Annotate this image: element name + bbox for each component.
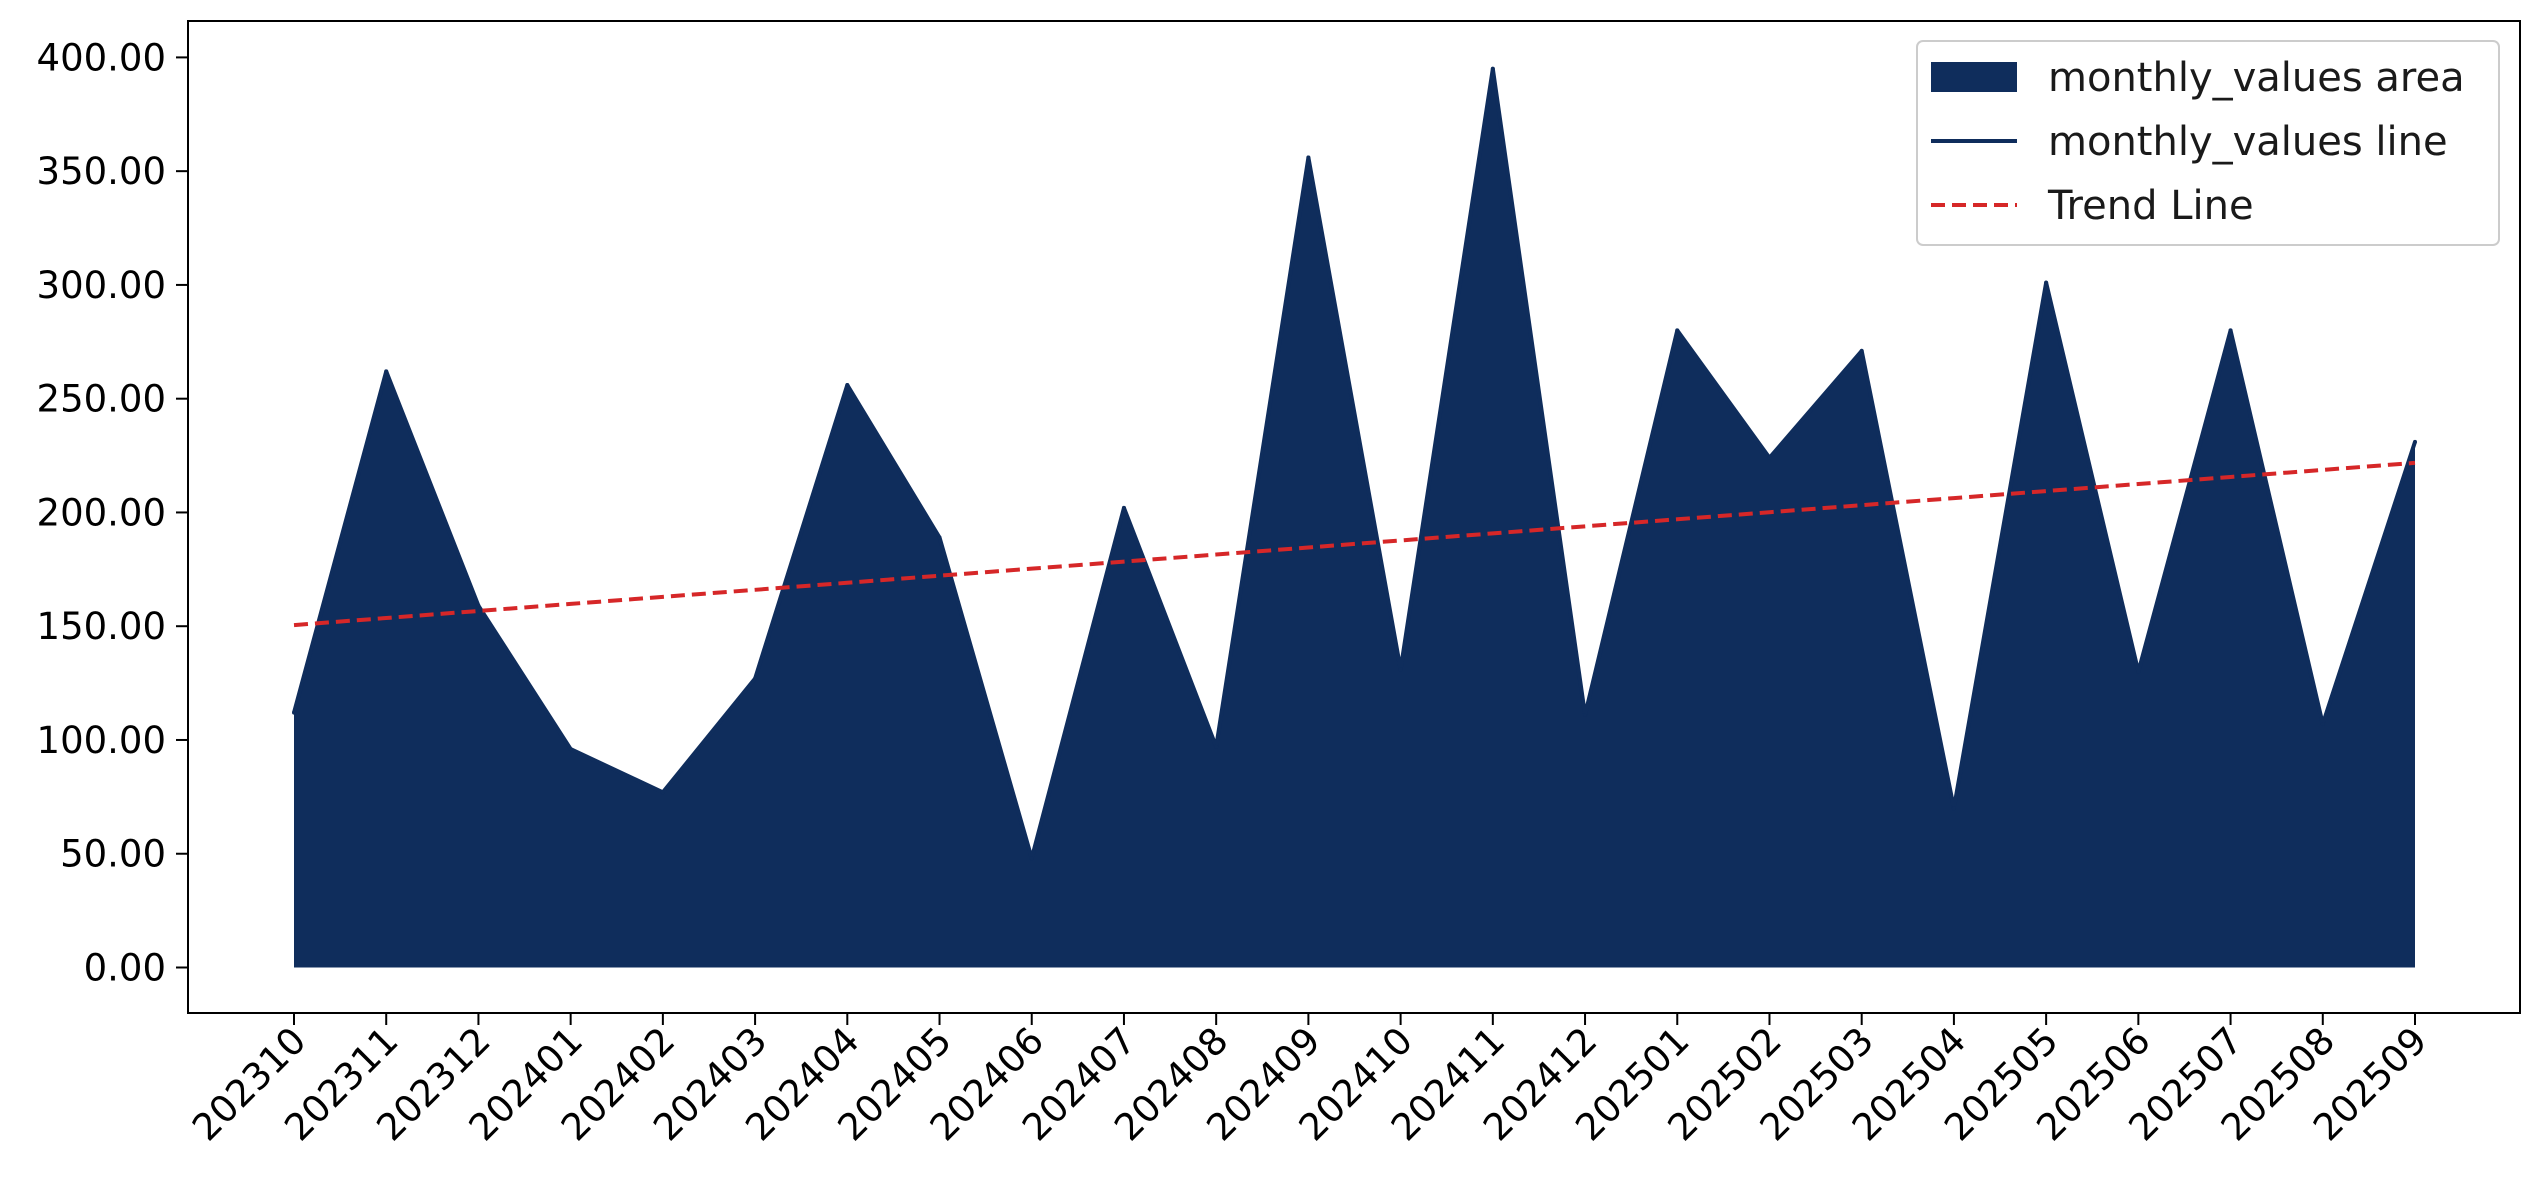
y-tick-label: 200.00 — [37, 491, 166, 534]
data-point — [1214, 744, 1219, 749]
data-point — [1767, 455, 1772, 460]
legend-label: Trend Line — [2047, 183, 2254, 229]
legend-label: monthly_values area — [2048, 55, 2465, 101]
legend: monthly_values area monthly_values line Tr… — [1916, 40, 2500, 246]
data-point — [2413, 439, 2417, 444]
data-point — [568, 747, 573, 752]
data-point — [384, 369, 389, 374]
data-point — [2136, 669, 2141, 674]
data-point — [1675, 328, 1680, 333]
plot-area — [292, 66, 2417, 968]
data-point — [1490, 66, 1495, 71]
data-point — [476, 603, 481, 608]
data-point — [845, 383, 850, 388]
y-tick-label: 400.00 — [37, 36, 166, 79]
data-point — [1029, 856, 1034, 861]
data-point — [2044, 280, 2049, 285]
data-point — [2228, 328, 2233, 333]
data-point — [660, 790, 665, 795]
data-point — [1859, 348, 1864, 353]
y-tick-label: 0.00 — [84, 946, 166, 989]
data-point — [753, 676, 758, 681]
data-point — [292, 710, 296, 715]
legend-label: monthly_values line — [2048, 119, 2448, 165]
y-tick-label: 350.00 — [37, 150, 166, 193]
data-point — [1306, 155, 1311, 160]
data-point — [2320, 722, 2325, 727]
y-tick-label: 250.00 — [37, 378, 166, 421]
y-axis: 0.00 50.00 100.00 150.00 200.00 250.00 300.00 3… — [37, 36, 188, 989]
data-point — [1121, 505, 1126, 510]
line-series — [292, 66, 2417, 861]
legend-swatch-area — [1931, 62, 2017, 92]
data-point — [1398, 667, 1403, 672]
y-tick-label: 100.00 — [37, 719, 166, 762]
area-series — [294, 68, 2415, 968]
legend-box — [1916, 40, 2500, 246]
y-tick-label: 300.00 — [37, 264, 166, 307]
axes-frame — [187, 20, 2521, 1014]
x-axis: 2023102023112023122024012024022024032024… — [184, 1013, 2435, 1149]
y-tick-label: 50.00 — [60, 833, 166, 876]
trend-line — [293, 460, 2416, 628]
data-point — [937, 535, 942, 540]
y-tick-label: 150.00 — [37, 605, 166, 648]
data-point — [1583, 712, 1588, 717]
data-point — [1951, 806, 1956, 811]
